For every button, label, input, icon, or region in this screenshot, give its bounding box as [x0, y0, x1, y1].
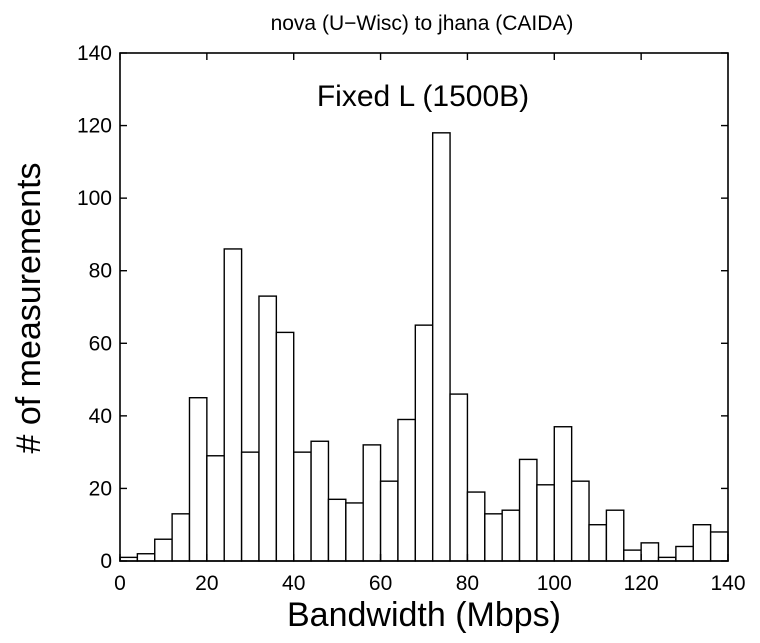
histogram-bar [414, 324, 434, 562]
histogram-bar [431, 132, 451, 562]
x-tick-label: 60 [369, 572, 392, 595]
chart-annotation: Fixed L (1500B) [317, 80, 529, 113]
histogram-bar [310, 440, 330, 562]
x-tick-label: 120 [624, 572, 659, 595]
histogram-bar [223, 248, 243, 562]
x-tick-label: 20 [195, 572, 218, 595]
y-axis: 0 20 40 60 80 100 120 140 [77, 42, 728, 573]
histogram-bar [449, 393, 469, 562]
y-tick-label: 20 [89, 477, 112, 500]
histogram-bar [570, 480, 590, 562]
x-tick-label: 40 [282, 572, 305, 595]
histogram-bar [501, 509, 521, 562]
histogram-bar [275, 331, 295, 562]
histogram-bar [362, 444, 382, 562]
y-tick-label: 100 [77, 187, 112, 210]
y-tick-label: 60 [89, 332, 112, 355]
plot-frame [119, 52, 729, 562]
histogram-bar [692, 524, 712, 562]
x-axis: 0 20 40 60 80 100 120 140 [114, 53, 746, 595]
histogram-bar [484, 513, 503, 562]
histogram-bar [240, 451, 260, 562]
histogram-bar [171, 513, 191, 562]
histogram-bar [206, 455, 225, 562]
x-axis-label: Bandwidth (Mbps) [287, 596, 561, 634]
histogram-bar [709, 531, 729, 562]
x-tick-label: 80 [456, 572, 479, 595]
histogram-bar [188, 397, 208, 562]
histogram-bar [136, 553, 156, 562]
histogram-bar [553, 426, 573, 562]
y-tick-label: 120 [77, 115, 112, 138]
y-tick-label: 140 [77, 42, 112, 65]
histogram-bar [258, 295, 278, 562]
histogram-bar [379, 480, 399, 562]
histogram-bar [345, 502, 364, 562]
histogram-bar [640, 542, 660, 562]
x-tick-label: 140 [710, 572, 745, 595]
histogram-bar [536, 484, 555, 562]
histogram-bar [588, 524, 608, 562]
y-tick-label: 40 [89, 405, 112, 428]
histogram-bar [623, 549, 642, 562]
histogram-bar [605, 509, 625, 562]
x-tick-label: 100 [537, 572, 572, 595]
histogram-bar [675, 545, 694, 562]
histogram-bar [293, 451, 312, 562]
histogram-bar [397, 418, 417, 562]
y-tick-label: 0 [100, 550, 112, 573]
bars-group [119, 132, 729, 562]
histogram-bar [466, 491, 486, 562]
y-tick-label: 80 [89, 260, 112, 283]
histogram-bar [518, 458, 538, 562]
x-tick-label: 0 [114, 572, 126, 595]
histogram-bar [327, 498, 347, 562]
y-axis-label: # of measurements [10, 162, 48, 453]
chart-title: nova (U−Wisc) to jhana (CAIDA) [271, 12, 574, 35]
histogram-bar [154, 538, 173, 562]
